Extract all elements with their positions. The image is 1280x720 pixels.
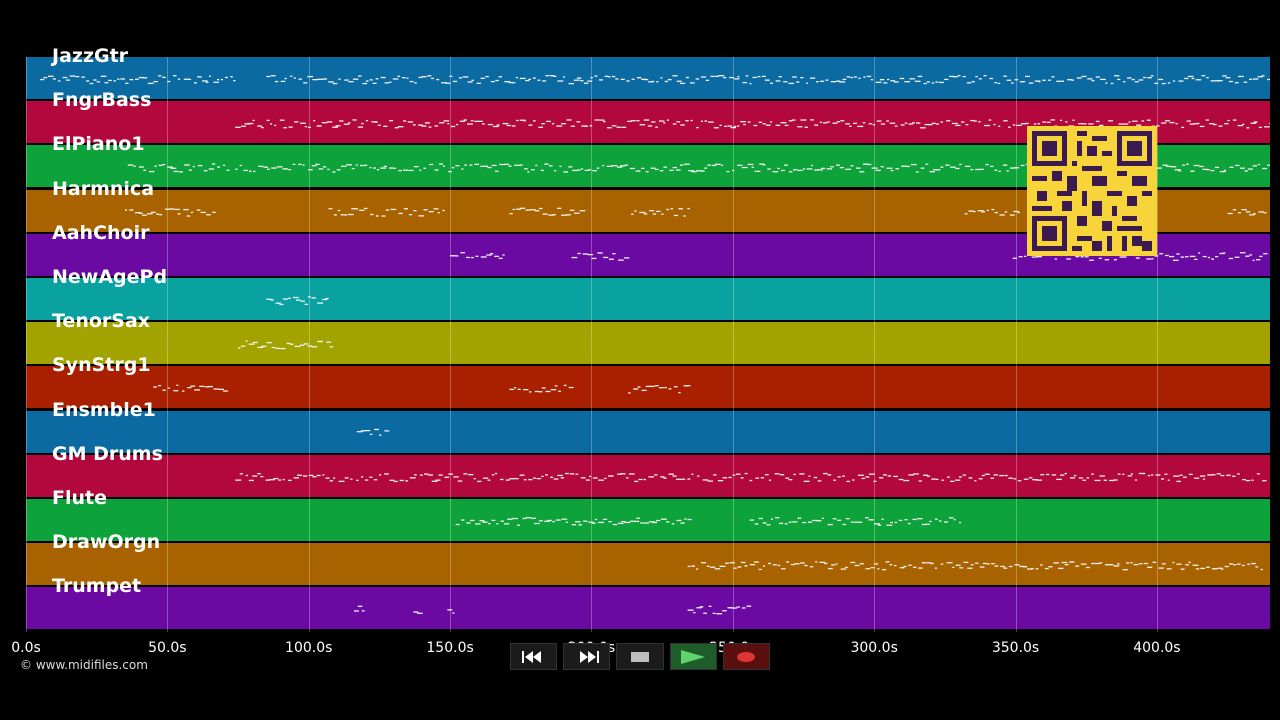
- track-lane: [26, 57, 1270, 99]
- track-lane: [26, 410, 1270, 453]
- play-button[interactable]: [669, 643, 717, 670]
- track-lane: [26, 322, 1270, 365]
- fast-forward-button[interactable]: [563, 643, 611, 670]
- track-lane: [26, 454, 1270, 497]
- track-label: NewAgePd: [52, 266, 168, 288]
- track-label: FngrBass: [52, 89, 152, 112]
- track-label: ElPiano1: [52, 133, 145, 156]
- track-label: Flute: [52, 487, 107, 509]
- time-tick-label: 50.0s: [148, 640, 187, 656]
- track-label: TenorSax: [52, 310, 151, 333]
- track-label: GM Drums: [52, 442, 163, 465]
- copyright-text: © www.midifiles.com: [20, 658, 148, 672]
- stop-button[interactable]: [616, 643, 664, 670]
- record-button[interactable]: [722, 643, 771, 670]
- time-tick-label: 400.0s: [1133, 640, 1181, 656]
- track-label: Trumpet: [52, 575, 142, 598]
- record-icon: [737, 651, 756, 662]
- time-tick-label: 350.0s: [991, 640, 1040, 656]
- track-label: DrawOrgn: [52, 531, 161, 554]
- track-label: SynStrg1: [52, 354, 151, 377]
- qr-code-icon[interactable]: [1027, 126, 1157, 256]
- track-label: Harmnica: [52, 177, 155, 200]
- stop-icon: [631, 651, 649, 662]
- time-tick-label: 0.0s: [11, 640, 41, 656]
- rewind-button[interactable]: [510, 643, 558, 670]
- fast-forward-icon: [579, 650, 599, 663]
- track-lane: [26, 499, 1270, 541]
- track-lane: [26, 543, 1270, 586]
- track-label: JazzGtr: [52, 45, 129, 67]
- play-icon: [681, 649, 706, 664]
- track-label: AahChoir: [52, 221, 150, 244]
- time-tick-label: 100.0s: [285, 640, 333, 656]
- track-label: Ensmble1: [52, 398, 156, 421]
- time-tick-label: 300.0s: [850, 640, 898, 656]
- track-lane: [26, 278, 1270, 320]
- transport-controls: [510, 643, 771, 670]
- time-tick-label: 150.0s: [426, 640, 474, 656]
- track-lane: [26, 587, 1270, 630]
- track-lane: [26, 366, 1270, 409]
- rewind-icon: [521, 650, 541, 663]
